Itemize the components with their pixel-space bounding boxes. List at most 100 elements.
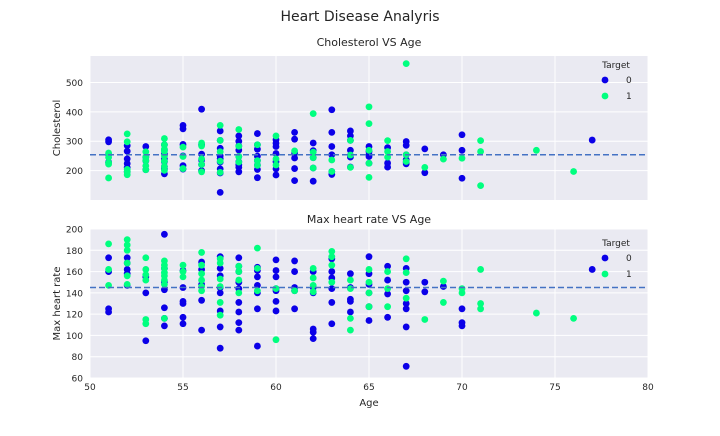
data-point-target-1 <box>272 285 280 292</box>
data-point-target-1 <box>161 147 168 155</box>
y-tick-label: 200 <box>66 167 83 177</box>
data-point-target-1 <box>105 174 112 182</box>
data-point-target-0 <box>421 278 429 286</box>
data-point-target-1 <box>477 305 484 313</box>
data-point-target-1 <box>402 255 410 263</box>
data-point-target-1 <box>365 146 373 154</box>
data-point-target-0 <box>235 137 243 145</box>
data-point-target-1 <box>440 299 447 306</box>
data-point-target-1 <box>142 266 150 273</box>
data-point-target-1 <box>105 240 112 248</box>
data-point-target-0 <box>347 270 354 278</box>
data-point-target-0 <box>179 320 187 328</box>
data-point-target-1 <box>235 268 243 275</box>
y-axis-label: Max heart rate <box>52 267 63 341</box>
data-point-target-0 <box>235 254 243 262</box>
data-point-target-0 <box>402 305 410 313</box>
data-point-target-0 <box>216 188 224 196</box>
data-point-target-1 <box>291 287 298 295</box>
data-point-target-0 <box>235 308 243 316</box>
data-point-target-1 <box>123 272 131 280</box>
data-point-target-0 <box>161 322 168 330</box>
data-point-target-0 <box>216 289 224 297</box>
y-tick-label: 100 <box>66 332 83 342</box>
data-point-target-1 <box>142 254 150 262</box>
data-point-target-0 <box>235 319 243 327</box>
data-point-target-0 <box>402 300 410 307</box>
legend-label-0: 0 <box>626 76 632 86</box>
data-point-target-1 <box>161 157 168 165</box>
data-point-target-1 <box>123 138 131 146</box>
data-point-target-1 <box>216 136 224 144</box>
data-point-target-1 <box>309 288 317 296</box>
data-point-target-0 <box>254 273 261 281</box>
data-point-target-1 <box>142 148 150 156</box>
y-tick-label: 500 <box>66 79 83 89</box>
data-point-target-0 <box>365 317 373 324</box>
data-point-target-0 <box>254 174 261 182</box>
data-point-target-1 <box>328 253 336 261</box>
data-point-target-1 <box>198 287 206 295</box>
data-point-target-1 <box>421 163 429 171</box>
data-point-target-1 <box>235 158 243 166</box>
data-point-target-0 <box>216 344 224 352</box>
y-tick-label: 160 <box>66 268 83 278</box>
data-point-target-0 <box>254 130 261 137</box>
data-point-target-1 <box>365 278 373 286</box>
data-point-target-1 <box>198 270 206 278</box>
data-point-target-0 <box>254 305 261 313</box>
data-point-target-1 <box>440 277 447 285</box>
data-point-target-1 <box>347 276 354 284</box>
data-point-target-0 <box>347 297 354 305</box>
data-point-target-1 <box>365 303 373 311</box>
data-point-target-0 <box>216 127 224 135</box>
data-point-target-0 <box>402 287 410 295</box>
data-point-target-1 <box>347 315 354 322</box>
data-point-target-1 <box>402 158 410 165</box>
data-point-target-1 <box>347 326 354 334</box>
data-point-target-1 <box>216 283 224 290</box>
data-point-target-1 <box>365 120 373 127</box>
data-point-target-1 <box>384 268 391 275</box>
data-point-target-1 <box>384 148 391 155</box>
data-point-target-0 <box>272 256 280 264</box>
legend-marker-1 <box>601 92 609 100</box>
data-point-target-0 <box>235 132 243 140</box>
data-point-target-1 <box>216 275 224 283</box>
data-point-target-0 <box>291 154 298 162</box>
data-point-target-1 <box>123 171 131 179</box>
data-point-target-1 <box>216 299 224 306</box>
data-point-target-0 <box>347 146 354 154</box>
data-point-target-0 <box>291 165 298 172</box>
data-point-target-1 <box>179 273 187 281</box>
data-point-target-1 <box>328 168 336 175</box>
data-point-target-0 <box>198 105 206 113</box>
data-point-target-1 <box>458 154 466 162</box>
data-point-target-0 <box>347 308 354 316</box>
data-point-target-1 <box>105 266 112 273</box>
data-point-target-1 <box>533 146 540 154</box>
data-point-target-1 <box>142 271 150 279</box>
data-point-target-1 <box>309 148 317 156</box>
data-point-target-1 <box>254 141 261 149</box>
x-tick-label: 75 <box>549 383 560 393</box>
data-point-target-0 <box>458 146 466 154</box>
axes-title: Cholesterol VS Age <box>317 36 422 49</box>
data-point-target-0 <box>328 268 336 275</box>
x-tick-label: 80 <box>642 383 654 393</box>
data-point-target-1 <box>123 241 131 249</box>
data-point-target-1 <box>384 303 391 311</box>
y-tick-label: 140 <box>66 289 83 299</box>
data-point-target-1 <box>216 259 224 267</box>
data-point-target-1 <box>347 163 354 171</box>
data-point-target-0 <box>328 143 336 150</box>
data-point-target-1 <box>235 126 243 133</box>
data-point-target-0 <box>384 290 391 298</box>
data-point-target-0 <box>588 136 596 144</box>
data-point-target-1 <box>272 161 280 169</box>
data-point-target-1 <box>142 157 150 165</box>
data-point-target-1 <box>235 276 243 284</box>
data-point-target-0 <box>179 125 187 133</box>
data-point-target-0 <box>421 169 429 177</box>
